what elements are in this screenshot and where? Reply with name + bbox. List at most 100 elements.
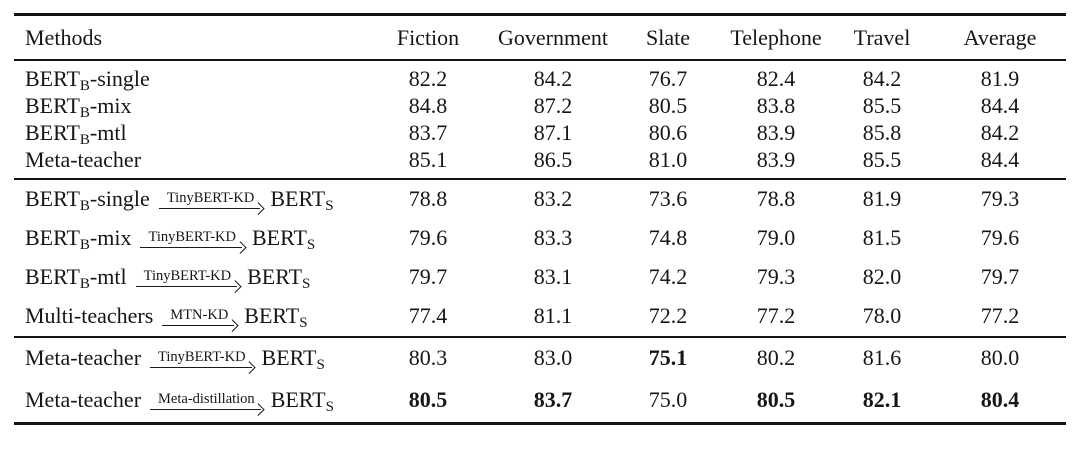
method-cell: BERTB-single: [14, 60, 364, 94]
method-subscript: S: [299, 315, 308, 331]
value-cell: 84.2: [533, 66, 573, 91]
right-arrow-icon: [140, 247, 242, 249]
value-cell: 80.5: [648, 93, 688, 118]
value-cell: 83.7: [408, 120, 448, 145]
method-subscript: S: [302, 276, 311, 292]
method-subscript: B: [79, 105, 90, 121]
method-subscript: B: [79, 237, 90, 253]
value-cell: 73.6: [648, 186, 688, 211]
value-cell: 80.4: [980, 387, 1020, 412]
method-cell: Meta-teacher: [14, 146, 364, 179]
method-source: Meta-teacher: [25, 387, 142, 412]
arrow-label: Meta-distillation: [158, 391, 255, 407]
value-cell: 77.2: [980, 303, 1020, 328]
value-cell: 79.3: [980, 186, 1020, 211]
column-header-average: Average: [963, 25, 1037, 50]
arrow-label: TinyBERT-KD: [148, 229, 236, 245]
kd-arrow: MTN-KD: [162, 307, 236, 327]
method-cell: BERTB-single TinyBERT-KD BERTS: [14, 179, 364, 219]
column-header-telephone: Telephone: [730, 25, 822, 50]
method-subscript: S: [325, 198, 334, 214]
value-cell: 79.7: [408, 264, 448, 289]
method-cell: Meta-teacher TinyBERT-KD BERTS: [14, 337, 364, 380]
value-cell: 83.9: [756, 120, 796, 145]
table-row: Meta-teacher 85.1 86.5 81.0 83.9 85.5 84…: [14, 146, 1066, 179]
value-cell: 80.0: [980, 345, 1020, 370]
value-cell: 81.9: [980, 66, 1020, 91]
method-cell: BERTB-mix: [14, 92, 364, 121]
value-cell: 81.9: [862, 186, 902, 211]
value-cell: 74.8: [648, 225, 688, 250]
section-baseline-distillation: BERTB-single TinyBERT-KD BERTS 78.8 83.2 7…: [14, 179, 1066, 337]
value-cell: 82.0: [862, 264, 902, 289]
value-cell: 83.9: [756, 147, 796, 172]
method-cell: BERTB-mix TinyBERT-KD BERTS: [14, 219, 364, 258]
value-cell: 80.5: [756, 387, 796, 412]
method-source: BERTB-mtl: [25, 264, 127, 292]
table-row: BERTB-single 82.2 84.2 76.7 82.4 84.2 81…: [14, 60, 1066, 94]
value-cell: 77.4: [408, 303, 448, 328]
value-cell: 79.0: [756, 225, 796, 250]
method-name: BERTB-mtl: [25, 120, 127, 148]
method-cell: Multi-teachers MTN-KD BERTS: [14, 297, 364, 337]
value-cell: 81.0: [648, 147, 688, 172]
value-cell: 84.2: [862, 66, 902, 91]
value-cell: 76.7: [648, 66, 688, 91]
method-subscript: B: [79, 276, 90, 292]
method-subscript: B: [79, 132, 90, 148]
value-cell: 72.2: [648, 303, 688, 328]
value-cell: 78.8: [408, 186, 448, 211]
results-table: Methods Fiction Government Slate Telepho…: [14, 13, 1066, 425]
arrow-label: TinyBERT-KD: [158, 349, 246, 365]
value-cell: 83.8: [756, 93, 796, 118]
value-cell: 78.0: [862, 303, 902, 328]
kd-arrow: Meta-distillation: [150, 391, 263, 411]
method-name: BERTB-single: [25, 66, 150, 94]
method-subscript: B: [79, 78, 90, 94]
table-row: BERTB-mix TinyBERT-KD BERTS 79.6 83.3 74.8…: [14, 219, 1066, 258]
method-subscript: S: [306, 237, 316, 253]
value-cell: 85.1: [408, 147, 448, 172]
value-cell: 80.6: [648, 120, 688, 145]
method-subscript: B: [79, 198, 90, 214]
table-header: Methods Fiction Government Slate Telepho…: [14, 15, 1066, 61]
section-meta-teacher-distillation: Meta-teacher TinyBERT-KD BERTS 80.3 83.0 7…: [14, 337, 1066, 424]
method-source: BERTB-single: [25, 186, 150, 214]
value-cell: 84.4: [980, 147, 1020, 172]
arrow-label: MTN-KD: [170, 307, 229, 323]
right-arrow-icon: [158, 208, 261, 210]
value-cell: 75.0: [648, 387, 688, 412]
value-cell: 85.5: [862, 147, 902, 172]
method-target: BERTS: [247, 264, 311, 292]
value-cell: 86.5: [533, 147, 573, 172]
method-cell: BERTB-mtl TinyBERT-KD BERTS: [14, 258, 364, 297]
method-subscript: S: [316, 357, 325, 373]
right-arrow-icon: [162, 325, 235, 327]
header-row: Methods Fiction Government Slate Telepho…: [14, 15, 1066, 61]
column-header-slate: Slate: [646, 25, 690, 50]
right-arrow-icon: [150, 409, 261, 411]
value-cell: 79.6: [408, 225, 448, 250]
section-teachers: BERTB-single 82.2 84.2 76.7 82.4 84.2 81…: [14, 60, 1066, 179]
method-name: BERTB-mix: [25, 93, 132, 121]
table-row: BERTB-mtl TinyBERT-KD BERTS 79.7 83.1 74.2…: [14, 258, 1066, 297]
value-cell: 84.2: [980, 120, 1020, 145]
value-cell: 87.1: [533, 120, 573, 145]
kd-arrow: TinyBERT-KD: [140, 229, 244, 249]
right-arrow-icon: [135, 286, 238, 288]
method-target: BERTS: [244, 303, 308, 331]
value-cell: 82.1: [862, 387, 902, 412]
column-header-travel: Travel: [853, 25, 911, 50]
value-cell: 83.2: [533, 186, 573, 211]
kd-arrow: TinyBERT-KD: [158, 190, 263, 210]
value-cell: 79.7: [980, 264, 1020, 289]
method-source: Meta-teacher: [25, 345, 142, 370]
value-cell: 80.2: [756, 345, 796, 370]
table-row: BERTB-single TinyBERT-KD BERTS 78.8 83.2 7…: [14, 179, 1066, 219]
value-cell: 84.8: [408, 93, 448, 118]
value-cell: 83.0: [533, 345, 573, 370]
value-cell: 78.8: [756, 186, 796, 211]
table-row: Meta-teacher TinyBERT-KD BERTS 80.3 83.0 7…: [14, 337, 1066, 380]
value-cell: 82.4: [756, 66, 796, 91]
column-header-fiction: Fiction: [396, 25, 460, 50]
